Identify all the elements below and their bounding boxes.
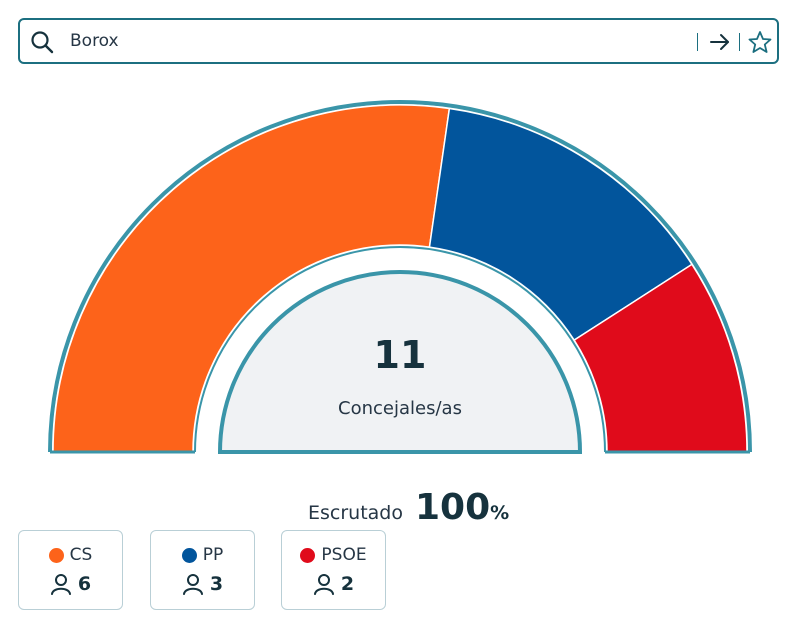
party-name: PSOE: [321, 545, 367, 565]
scrutiny-unit: %: [490, 502, 510, 524]
hemicycle-chart: [48, 100, 752, 454]
party-seats: 3: [209, 573, 224, 595]
person-icon: [50, 574, 71, 595]
total-seats-value: 11: [373, 333, 427, 377]
favorite-button[interactable]: [746, 29, 774, 55]
segment-cs: [52, 104, 451, 453]
party-color-dot: [181, 547, 197, 563]
separator: [739, 33, 740, 51]
party-seats: 2: [340, 573, 355, 595]
inner-ring-edge: [194, 246, 606, 453]
party-seats: 6: [77, 573, 92, 595]
separator: [697, 33, 698, 51]
center-disc: [217, 270, 583, 454]
party-color-dot: [48, 547, 64, 563]
party-name: CS: [69, 545, 93, 565]
segment-pp: [428, 107, 693, 342]
total-seats-label: Concejales/as: [338, 398, 462, 419]
party-color-dot: [300, 547, 316, 563]
party-name: PP: [202, 545, 224, 565]
go-button[interactable]: [706, 29, 734, 55]
party-card-pp[interactable]: PP 3: [150, 530, 255, 610]
party-card-cs[interactable]: CS 6: [18, 530, 123, 610]
outer-ring: [48, 100, 752, 453]
scrutiny-label: Escrutado: [308, 502, 403, 524]
person-icon: [182, 574, 203, 595]
search-icon: [31, 31, 54, 54]
search-bar[interactable]: [18, 18, 779, 64]
scrutiny: Escrutado 100 %: [308, 487, 509, 531]
person-icon: [313, 574, 334, 595]
search-input[interactable]: [70, 28, 670, 54]
party-card-psoe[interactable]: PSOE 2: [281, 530, 386, 610]
scrutiny-value: 100: [414, 487, 491, 528]
